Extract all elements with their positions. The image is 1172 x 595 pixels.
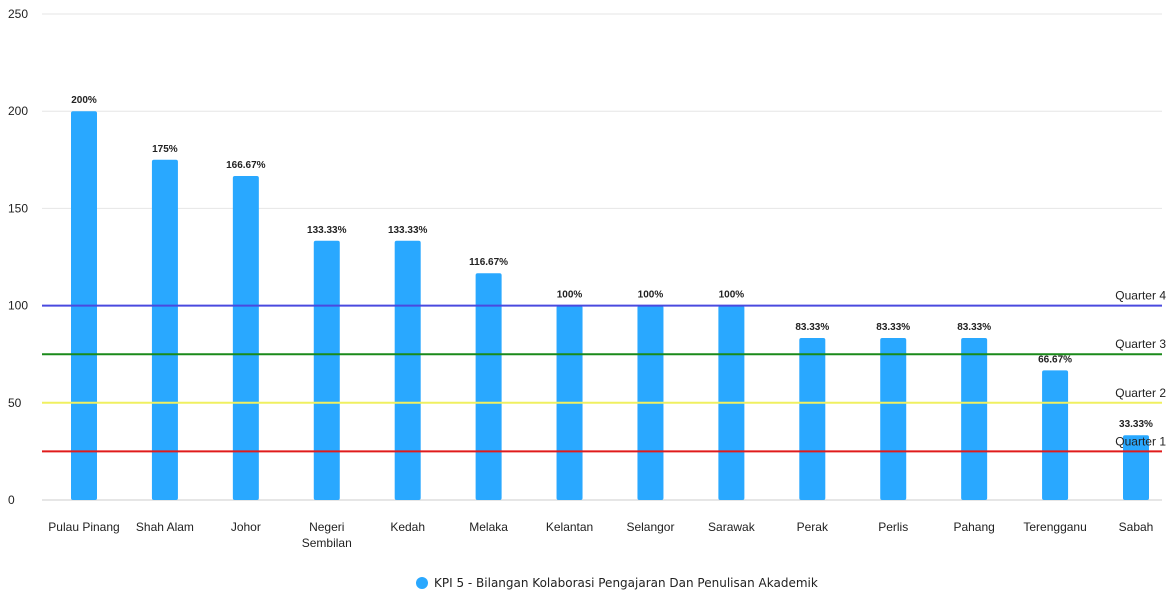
bar[interactable] xyxy=(961,338,988,500)
y-tick-label: 100 xyxy=(8,299,28,313)
data-label: 100% xyxy=(557,290,583,301)
data-label: 116.67% xyxy=(469,257,508,268)
bar[interactable] xyxy=(313,240,340,501)
y-tick-label: 200 xyxy=(8,104,28,118)
data-label: 83.33% xyxy=(957,322,991,333)
data-label: 83.33% xyxy=(876,322,910,333)
x-axis-labels: Pulau Pinang Shah Alam Johor Negeri Sembilan… xyxy=(48,520,1153,550)
data-label: 33.33% xyxy=(1119,419,1153,430)
x-tick-label: Johor xyxy=(231,520,261,534)
reference-line-label: Quarter 3 xyxy=(1115,337,1166,351)
x-tick-label: Melaka xyxy=(469,520,508,534)
bar[interactable] xyxy=(799,338,826,500)
x-tick-label: Pahang xyxy=(953,520,994,534)
data-label: 166.67% xyxy=(226,160,266,171)
bar[interactable] xyxy=(394,240,421,501)
reference-lines: Quarter 4 Quarter 3 Quarter 2 Quarter 1 xyxy=(42,289,1166,453)
data-label: 133.33% xyxy=(388,225,428,236)
x-tick-label: Kelantan xyxy=(546,520,593,534)
data-label: 133.33% xyxy=(307,225,347,236)
y-tick-label: 50 xyxy=(8,396,22,410)
x-tick-label: Sembilan xyxy=(302,536,352,550)
legend-label[interactable]: KPI 5 - Bilangan Kolaborasi Pengajaran D… xyxy=(434,576,818,590)
data-label: 66.67% xyxy=(1038,354,1072,365)
x-tick-label: Negeri xyxy=(309,520,344,534)
x-tick-label: Perlis xyxy=(878,520,908,534)
bar[interactable] xyxy=(475,273,502,500)
x-tick-label: Kedah xyxy=(390,520,425,534)
bar[interactable] xyxy=(880,338,907,500)
reference-line-label: Quarter 2 xyxy=(1115,386,1166,400)
x-tick-label: Terengganu xyxy=(1023,520,1086,534)
x-tick-label: Sarawak xyxy=(708,520,756,534)
data-label: 83.33% xyxy=(795,322,829,333)
y-axis-ticks: 0 50 100 150 200 250 xyxy=(8,7,28,507)
y-tick-label: 0 xyxy=(8,493,15,507)
data-labels: 200% 175% 166.67% 133.33% 133.33% 116.67% 100%… xyxy=(71,95,1153,430)
x-tick-label: Shah Alam xyxy=(136,520,194,534)
bar[interactable] xyxy=(1042,370,1069,500)
x-tick-label: Pulau Pinang xyxy=(48,520,119,534)
bar[interactable] xyxy=(232,175,259,500)
data-label: 100% xyxy=(719,290,745,301)
data-label: 200% xyxy=(71,95,97,106)
data-label: 100% xyxy=(638,290,664,301)
x-tick-label: Perak xyxy=(797,520,829,534)
reference-line-label: Quarter 1 xyxy=(1115,434,1166,448)
grid-lines xyxy=(42,13,1162,501)
data-label: 175% xyxy=(152,144,178,155)
y-tick-label: 150 xyxy=(8,201,28,215)
x-tick-label: Selangor xyxy=(626,520,674,534)
x-tick-label: Sabah xyxy=(1119,520,1154,534)
legend-marker xyxy=(416,577,428,589)
reference-line-label: Quarter 4 xyxy=(1115,289,1166,303)
bar[interactable] xyxy=(151,159,178,501)
y-tick-label: 250 xyxy=(8,7,28,21)
legend: KPI 5 - Bilangan Kolaborasi Pengajaran D… xyxy=(416,576,818,590)
